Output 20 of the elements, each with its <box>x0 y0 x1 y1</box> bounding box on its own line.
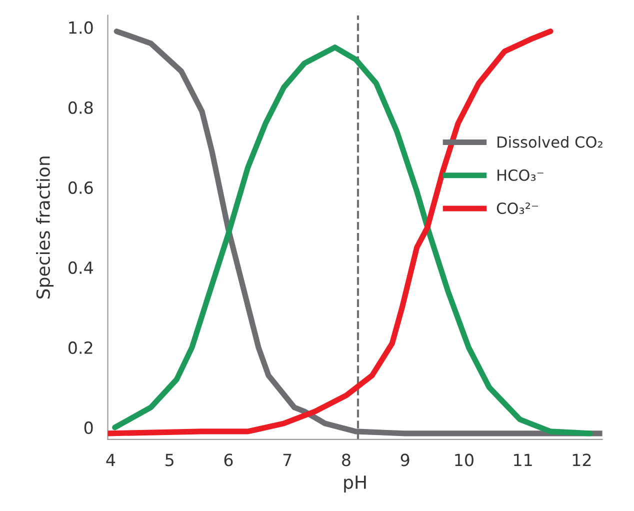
y-axis-title: Species fraction <box>36 156 54 298</box>
x-tick-label: 9 <box>400 454 410 466</box>
y-tick-label: 0 <box>84 421 93 434</box>
y-tick-label: 0.2 <box>68 341 92 354</box>
y-tick-label: 0.4 <box>68 261 93 274</box>
x-tick-label: 4 <box>106 454 116 466</box>
x-tick-label: 6 <box>224 454 233 466</box>
x-tick-label: 8 <box>342 454 350 466</box>
x-tick-label: 12 <box>572 454 591 466</box>
x-tick-label: 10 <box>455 454 474 466</box>
y-tick-label: 1.0 <box>69 21 93 34</box>
x-tick-label: 5 <box>166 454 174 466</box>
x-axis-title: pH <box>344 476 366 493</box>
legend-label: HCO₃⁻ <box>498 169 544 181</box>
y-tick-label: 0.6 <box>68 181 93 194</box>
x-tick-label: 7 <box>283 454 292 466</box>
legend-label: CO₃²⁻ <box>496 202 538 214</box>
legend-label: Dissolved CO₂ <box>498 136 602 148</box>
x-tick-label: 11 <box>514 454 532 466</box>
y-tick-label: 0.8 <box>68 101 93 114</box>
